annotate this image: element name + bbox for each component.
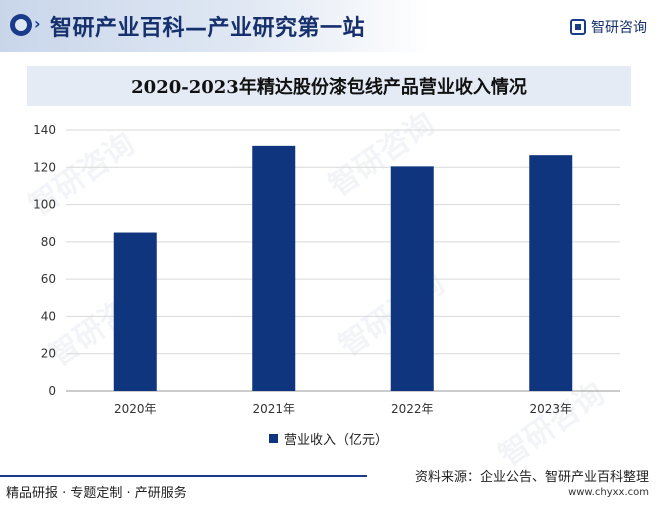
legend-swatch [268, 433, 278, 443]
y-tick-label: 40 [41, 309, 56, 323]
bar [113, 232, 157, 391]
header: › 智研产业百科—产业研究第一站 智研咨询 [0, 0, 657, 52]
y-tick-label: 80 [41, 235, 56, 249]
x-tick-label: 2022年 [391, 402, 434, 416]
y-tick-label: 140 [33, 123, 56, 137]
brand-logo-icon [570, 19, 586, 35]
bar [529, 155, 573, 391]
logo-icon [10, 14, 32, 36]
y-tick-label: 20 [41, 347, 56, 361]
footer-divider [0, 475, 367, 477]
footer-url: www.chyxx.com [568, 487, 649, 498]
y-tick-label: 120 [33, 160, 56, 174]
chart-title-box: 2020-2023年精达股份漆包线产品营业收入情况 [27, 66, 631, 106]
brand-name: 智研咨询 [591, 20, 647, 36]
legend: 营业收入（亿元） [0, 428, 657, 448]
chart-title: 2020-2023年精达股份漆包线产品营业收入情况 [131, 77, 527, 98]
footer-tagline: 精品研报 · 专题定制 · 产研服务 [6, 486, 187, 501]
header-title: 智研产业百科—产业研究第一站 [50, 16, 366, 41]
chevron-right-icon: › [34, 14, 41, 33]
y-tick-label: 60 [41, 272, 56, 286]
x-tick-label: 2021年 [252, 402, 295, 416]
x-tick-label: 2020年 [114, 402, 157, 416]
brand: 智研咨询 [570, 17, 647, 37]
legend-label: 营业收入（亿元） [283, 432, 388, 448]
y-tick-label: 100 [33, 198, 56, 212]
bar [252, 145, 296, 391]
footer-source: 资料来源：企业公告、智研产业百科整理 [414, 470, 649, 485]
y-tick-label: 0 [48, 384, 56, 398]
bar [390, 166, 434, 391]
header-banner [0, 0, 430, 52]
x-tick-label: 2023年 [529, 402, 572, 416]
